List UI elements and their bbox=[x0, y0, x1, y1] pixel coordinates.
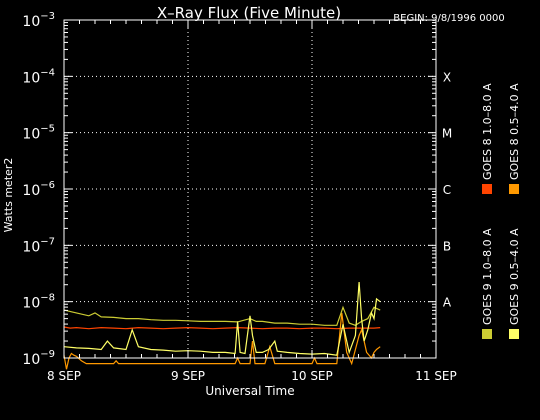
y-tick-exponent: −7 bbox=[40, 236, 55, 247]
legend-swatch bbox=[482, 329, 492, 339]
flare-class-label: A bbox=[443, 296, 452, 310]
chart-title: X–Ray Flux (Five Minute) bbox=[157, 4, 341, 22]
legend-entry: GOES 8 0.5–4.0 A bbox=[508, 83, 521, 180]
grid-lines bbox=[64, 20, 436, 358]
legend-entry: GOES 8 1.0–8.0 A bbox=[481, 83, 494, 180]
y-tick-exponent: −6 bbox=[40, 180, 55, 191]
flare-class-label: B bbox=[443, 239, 451, 253]
y-tick-base: 10 bbox=[22, 296, 40, 312]
y-tick-label: 10−7 bbox=[22, 236, 55, 255]
x-tick-label: 11 SEP bbox=[415, 369, 457, 383]
y-tick-exponent: −9 bbox=[40, 349, 55, 360]
y-tick-base: 10 bbox=[22, 183, 40, 199]
series-line-3 bbox=[63, 305, 381, 326]
y-tick-label: 10−6 bbox=[22, 180, 55, 199]
y-axis-label: Watts meter2 bbox=[2, 158, 15, 233]
series-line-1 bbox=[63, 326, 381, 330]
flare-class-label: C bbox=[443, 183, 451, 197]
y-tick-exponent: −8 bbox=[40, 293, 55, 304]
y-tick-base: 10 bbox=[22, 14, 40, 30]
y-tick-label: 10−3 bbox=[22, 11, 55, 30]
y-tick-exponent: −3 bbox=[40, 11, 55, 22]
y-tick-base: 10 bbox=[22, 352, 40, 368]
legend-entry: GOES 9 0.5–4.0 A bbox=[508, 228, 521, 325]
y-tick-base: 10 bbox=[22, 239, 40, 255]
begin-date-label: BEGIN: 9/8/1996 0000 bbox=[393, 13, 504, 24]
data-series bbox=[63, 281, 381, 370]
x-tick-label: 8 SEP bbox=[47, 369, 81, 383]
x-tick-label: 9 SEP bbox=[171, 369, 205, 383]
legend: GOES 8 1.0–8.0 A GOES 8 0.5–4.0 A GOES 9 1… bbox=[481, 83, 521, 339]
y-tick-label: 10−5 bbox=[22, 124, 55, 143]
legend-entry: GOES 9 1.0–8.0 A bbox=[481, 228, 494, 325]
legend-swatch bbox=[509, 184, 519, 194]
legend-swatch bbox=[509, 329, 519, 339]
y-tick-label: 10−8 bbox=[22, 293, 55, 312]
y-tick-base: 10 bbox=[22, 127, 40, 143]
series-line-2 bbox=[63, 312, 381, 370]
x-axis-ticks: 8 SEP 9 SEP 10 SEP 11 SEP bbox=[47, 20, 457, 383]
x-tick-label: 10 SEP bbox=[291, 369, 333, 383]
y-tick-exponent: −4 bbox=[40, 67, 55, 78]
y-tick-label: 10−9 bbox=[22, 349, 55, 368]
flare-class-label: M bbox=[442, 127, 452, 141]
legend-swatch bbox=[482, 184, 492, 194]
y-tick-base: 10 bbox=[22, 70, 40, 86]
y-axis-ticks: 10−910−810−710−610−510−410−3 bbox=[22, 11, 436, 368]
flare-class-label: X bbox=[443, 70, 451, 84]
series-line-4 bbox=[63, 281, 381, 356]
y-tick-label: 10−4 bbox=[22, 67, 55, 86]
x-axis-label: Universal Time bbox=[205, 384, 294, 398]
y-tick-exponent: −5 bbox=[40, 124, 55, 135]
flare-class-labels: A B C M X bbox=[442, 70, 452, 309]
